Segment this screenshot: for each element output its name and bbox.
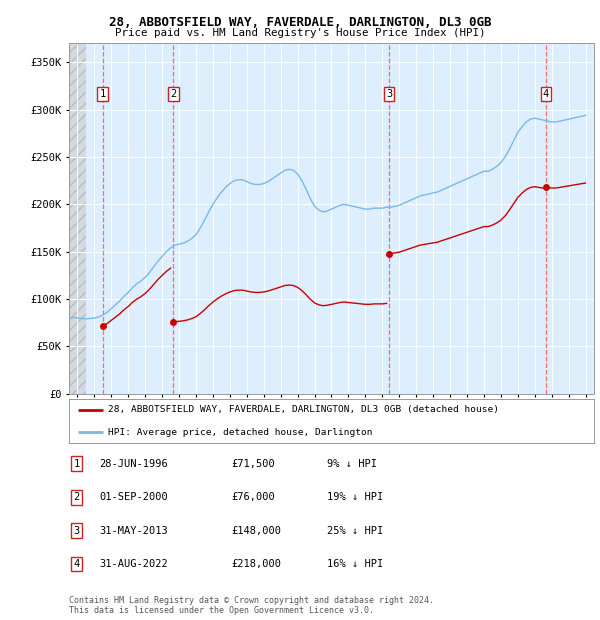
Text: 31-AUG-2022: 31-AUG-2022 [99, 559, 168, 569]
Text: 3: 3 [74, 526, 80, 536]
Text: £76,000: £76,000 [231, 492, 275, 502]
Text: 28, ABBOTSFIELD WAY, FAVERDALE, DARLINGTON, DL3 0GB (detached house): 28, ABBOTSFIELD WAY, FAVERDALE, DARLINGT… [109, 405, 499, 414]
Text: 28-JUN-1996: 28-JUN-1996 [99, 459, 168, 469]
Text: 4: 4 [543, 89, 549, 99]
Text: HPI: Average price, detached house, Darlington: HPI: Average price, detached house, Darl… [109, 428, 373, 436]
Text: 3: 3 [386, 89, 392, 99]
Text: 1: 1 [74, 459, 80, 469]
Text: 19% ↓ HPI: 19% ↓ HPI [327, 492, 383, 502]
Text: 31-MAY-2013: 31-MAY-2013 [99, 526, 168, 536]
Text: £71,500: £71,500 [231, 459, 275, 469]
Bar [69, 43, 86, 394]
Text: 16% ↓ HPI: 16% ↓ HPI [327, 559, 383, 569]
Text: Contains HM Land Registry data © Crown copyright and database right 2024.
This d: Contains HM Land Registry data © Crown c… [69, 596, 434, 615]
Text: 9% ↓ HPI: 9% ↓ HPI [327, 459, 377, 469]
Text: £148,000: £148,000 [231, 526, 281, 536]
Text: 01-SEP-2000: 01-SEP-2000 [99, 492, 168, 502]
Text: 28, ABBOTSFIELD WAY, FAVERDALE, DARLINGTON, DL3 0GB: 28, ABBOTSFIELD WAY, FAVERDALE, DARLINGT… [109, 16, 491, 29]
Text: 25% ↓ HPI: 25% ↓ HPI [327, 526, 383, 536]
Text: 2: 2 [170, 89, 176, 99]
Text: 4: 4 [74, 559, 80, 569]
Text: 1: 1 [100, 89, 106, 99]
Text: £218,000: £218,000 [231, 559, 281, 569]
Text: Price paid vs. HM Land Registry's House Price Index (HPI): Price paid vs. HM Land Registry's House … [115, 28, 485, 38]
Text: 2: 2 [74, 492, 80, 502]
